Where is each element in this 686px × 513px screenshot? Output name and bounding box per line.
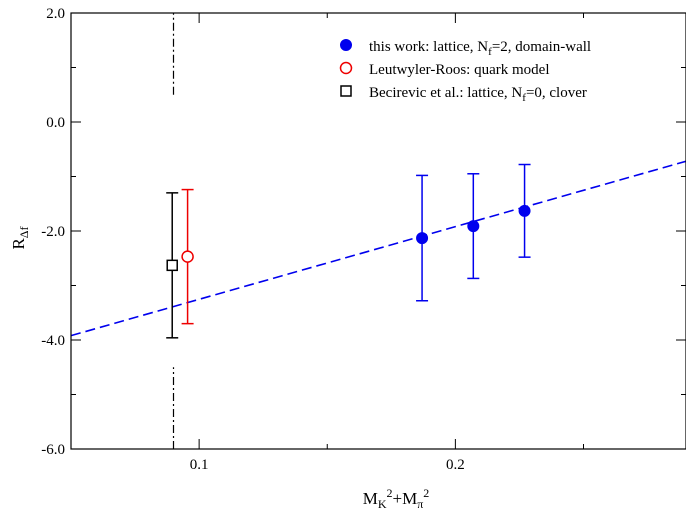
x-tick-label: 0.1 [190,457,209,473]
y-tick-label: -2.0 [41,224,65,240]
y-tick-label: 2.0 [46,6,65,22]
legend-label: this work: lattice, Nf=2, domain-wall [369,39,591,58]
legend-marker [340,85,352,97]
fit-line [70,160,686,337]
y-tick-label: 0.0 [46,115,65,131]
legend: this work: lattice, Nf=2, domain-wall Leu… [339,39,591,104]
fit-line-group [70,160,686,337]
legend-marker [340,39,352,51]
data-point [166,259,178,272]
x-tick-label: 0.2 [446,457,465,473]
tick-labels: 0.1 0.2 -6.0 -4.0 -2.0 0.0 2.0 [41,6,465,473]
axis-ticks [70,12,686,450]
data-point [467,220,480,233]
plot-frame [70,12,686,450]
y-tick-label: -6.0 [41,442,65,458]
data-point [416,232,429,245]
data-point [181,250,194,263]
data-point [518,204,531,217]
legend-label: Becirevic et al.: lattice, Nf=0, clover [369,85,587,104]
y-tick-label: -4.0 [41,333,65,349]
data-marks [166,163,531,339]
legend-marker [339,61,353,75]
x-axis-title: MK2+Mπ2 [363,486,430,511]
legend-label: Leutwyler-Roos: quark model [369,62,550,78]
y-axis-title: RΔf [9,226,31,249]
